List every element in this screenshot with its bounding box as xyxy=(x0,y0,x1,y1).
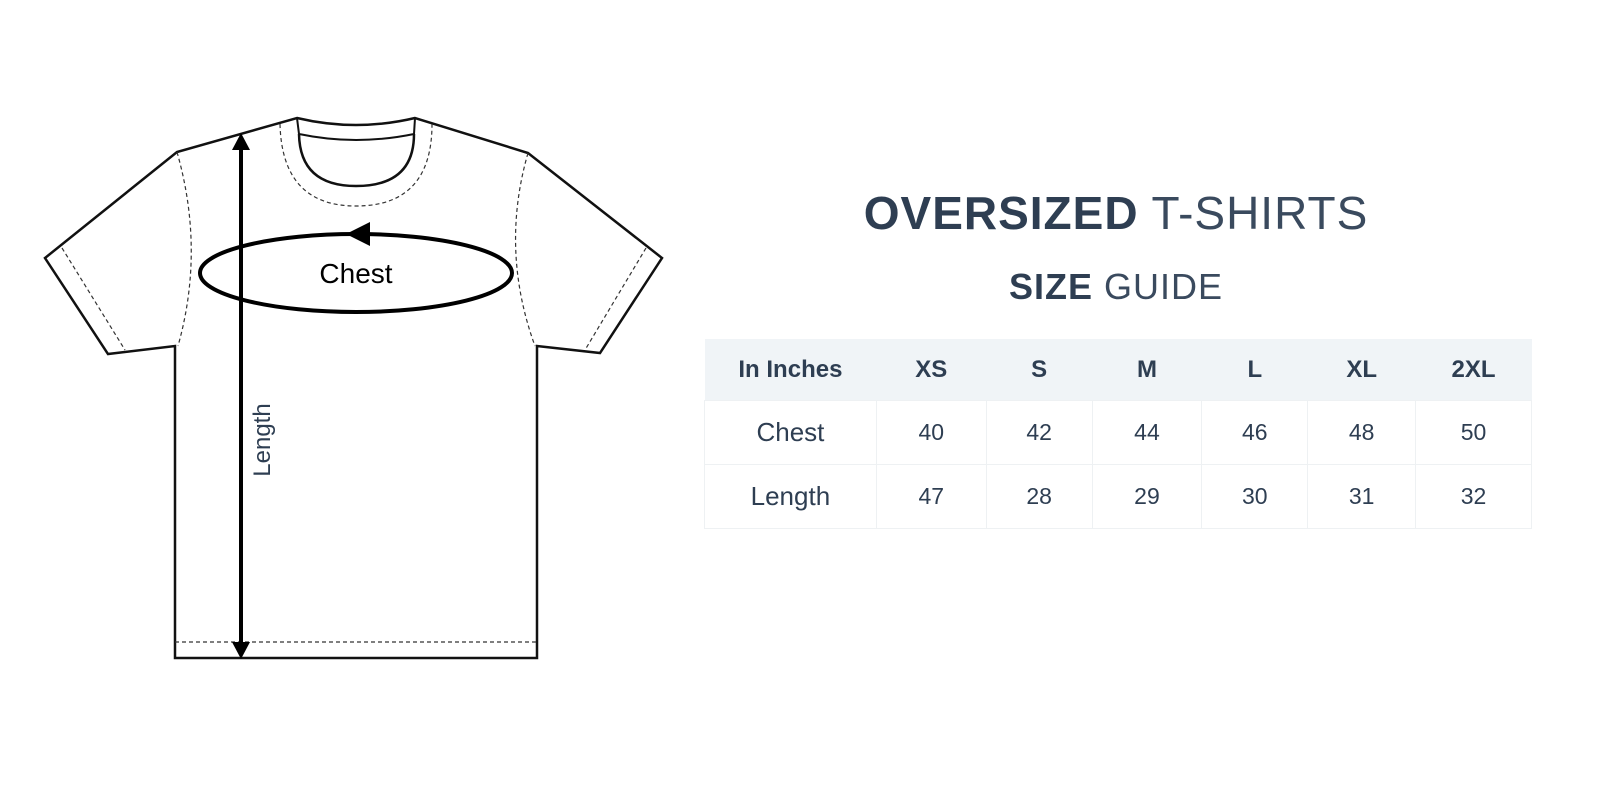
table-row: Length 47 28 29 30 31 32 xyxy=(704,464,1532,529)
header-unit: In Inches xyxy=(704,339,877,401)
header-size: 2XL xyxy=(1415,339,1532,401)
header-size: M xyxy=(1092,339,1202,401)
title-light: T-SHIRTS xyxy=(1151,187,1369,239)
table-cell: 47 xyxy=(875,464,987,529)
size-table: In Inches XS S M L XL 2XL Chest 40 42 44… xyxy=(704,339,1532,529)
header-size: XL xyxy=(1307,339,1416,401)
table-header-row: In Inches XS S M L XL 2XL xyxy=(704,339,1532,401)
chest-label: Chest xyxy=(319,258,392,289)
table-cell: 31 xyxy=(1307,464,1417,529)
page-subtitle: SIZE GUIDE xyxy=(700,266,1532,308)
table-cell: 30 xyxy=(1201,464,1309,529)
title-bold: OVERSIZED xyxy=(863,187,1139,239)
row-label: Chest xyxy=(704,400,877,465)
table-cell: 42 xyxy=(985,400,1093,465)
tshirt-diagram: Chest Length xyxy=(43,116,664,660)
subtitle-bold: SIZE xyxy=(1008,266,1093,307)
table-cell: 46 xyxy=(1201,400,1309,465)
header-size: L xyxy=(1201,339,1308,401)
table-cell: 28 xyxy=(985,464,1093,529)
header-size: S xyxy=(986,339,1093,401)
table-cell: 44 xyxy=(1091,400,1203,465)
row-label: Length xyxy=(704,464,877,529)
table-cell: 29 xyxy=(1091,464,1203,529)
length-label: Length xyxy=(249,403,276,476)
table-cell: 40 xyxy=(875,400,987,465)
subtitle-light: GUIDE xyxy=(1104,266,1224,307)
table-cell: 50 xyxy=(1415,400,1532,465)
header-size: XS xyxy=(876,339,987,401)
table-cell: 48 xyxy=(1307,400,1417,465)
table-row: Chest 40 42 44 46 48 50 xyxy=(704,400,1532,465)
tshirt-outline xyxy=(43,116,664,660)
table-cell: 32 xyxy=(1415,464,1532,529)
page-title: OVERSIZED T-SHIRTS xyxy=(700,186,1532,240)
